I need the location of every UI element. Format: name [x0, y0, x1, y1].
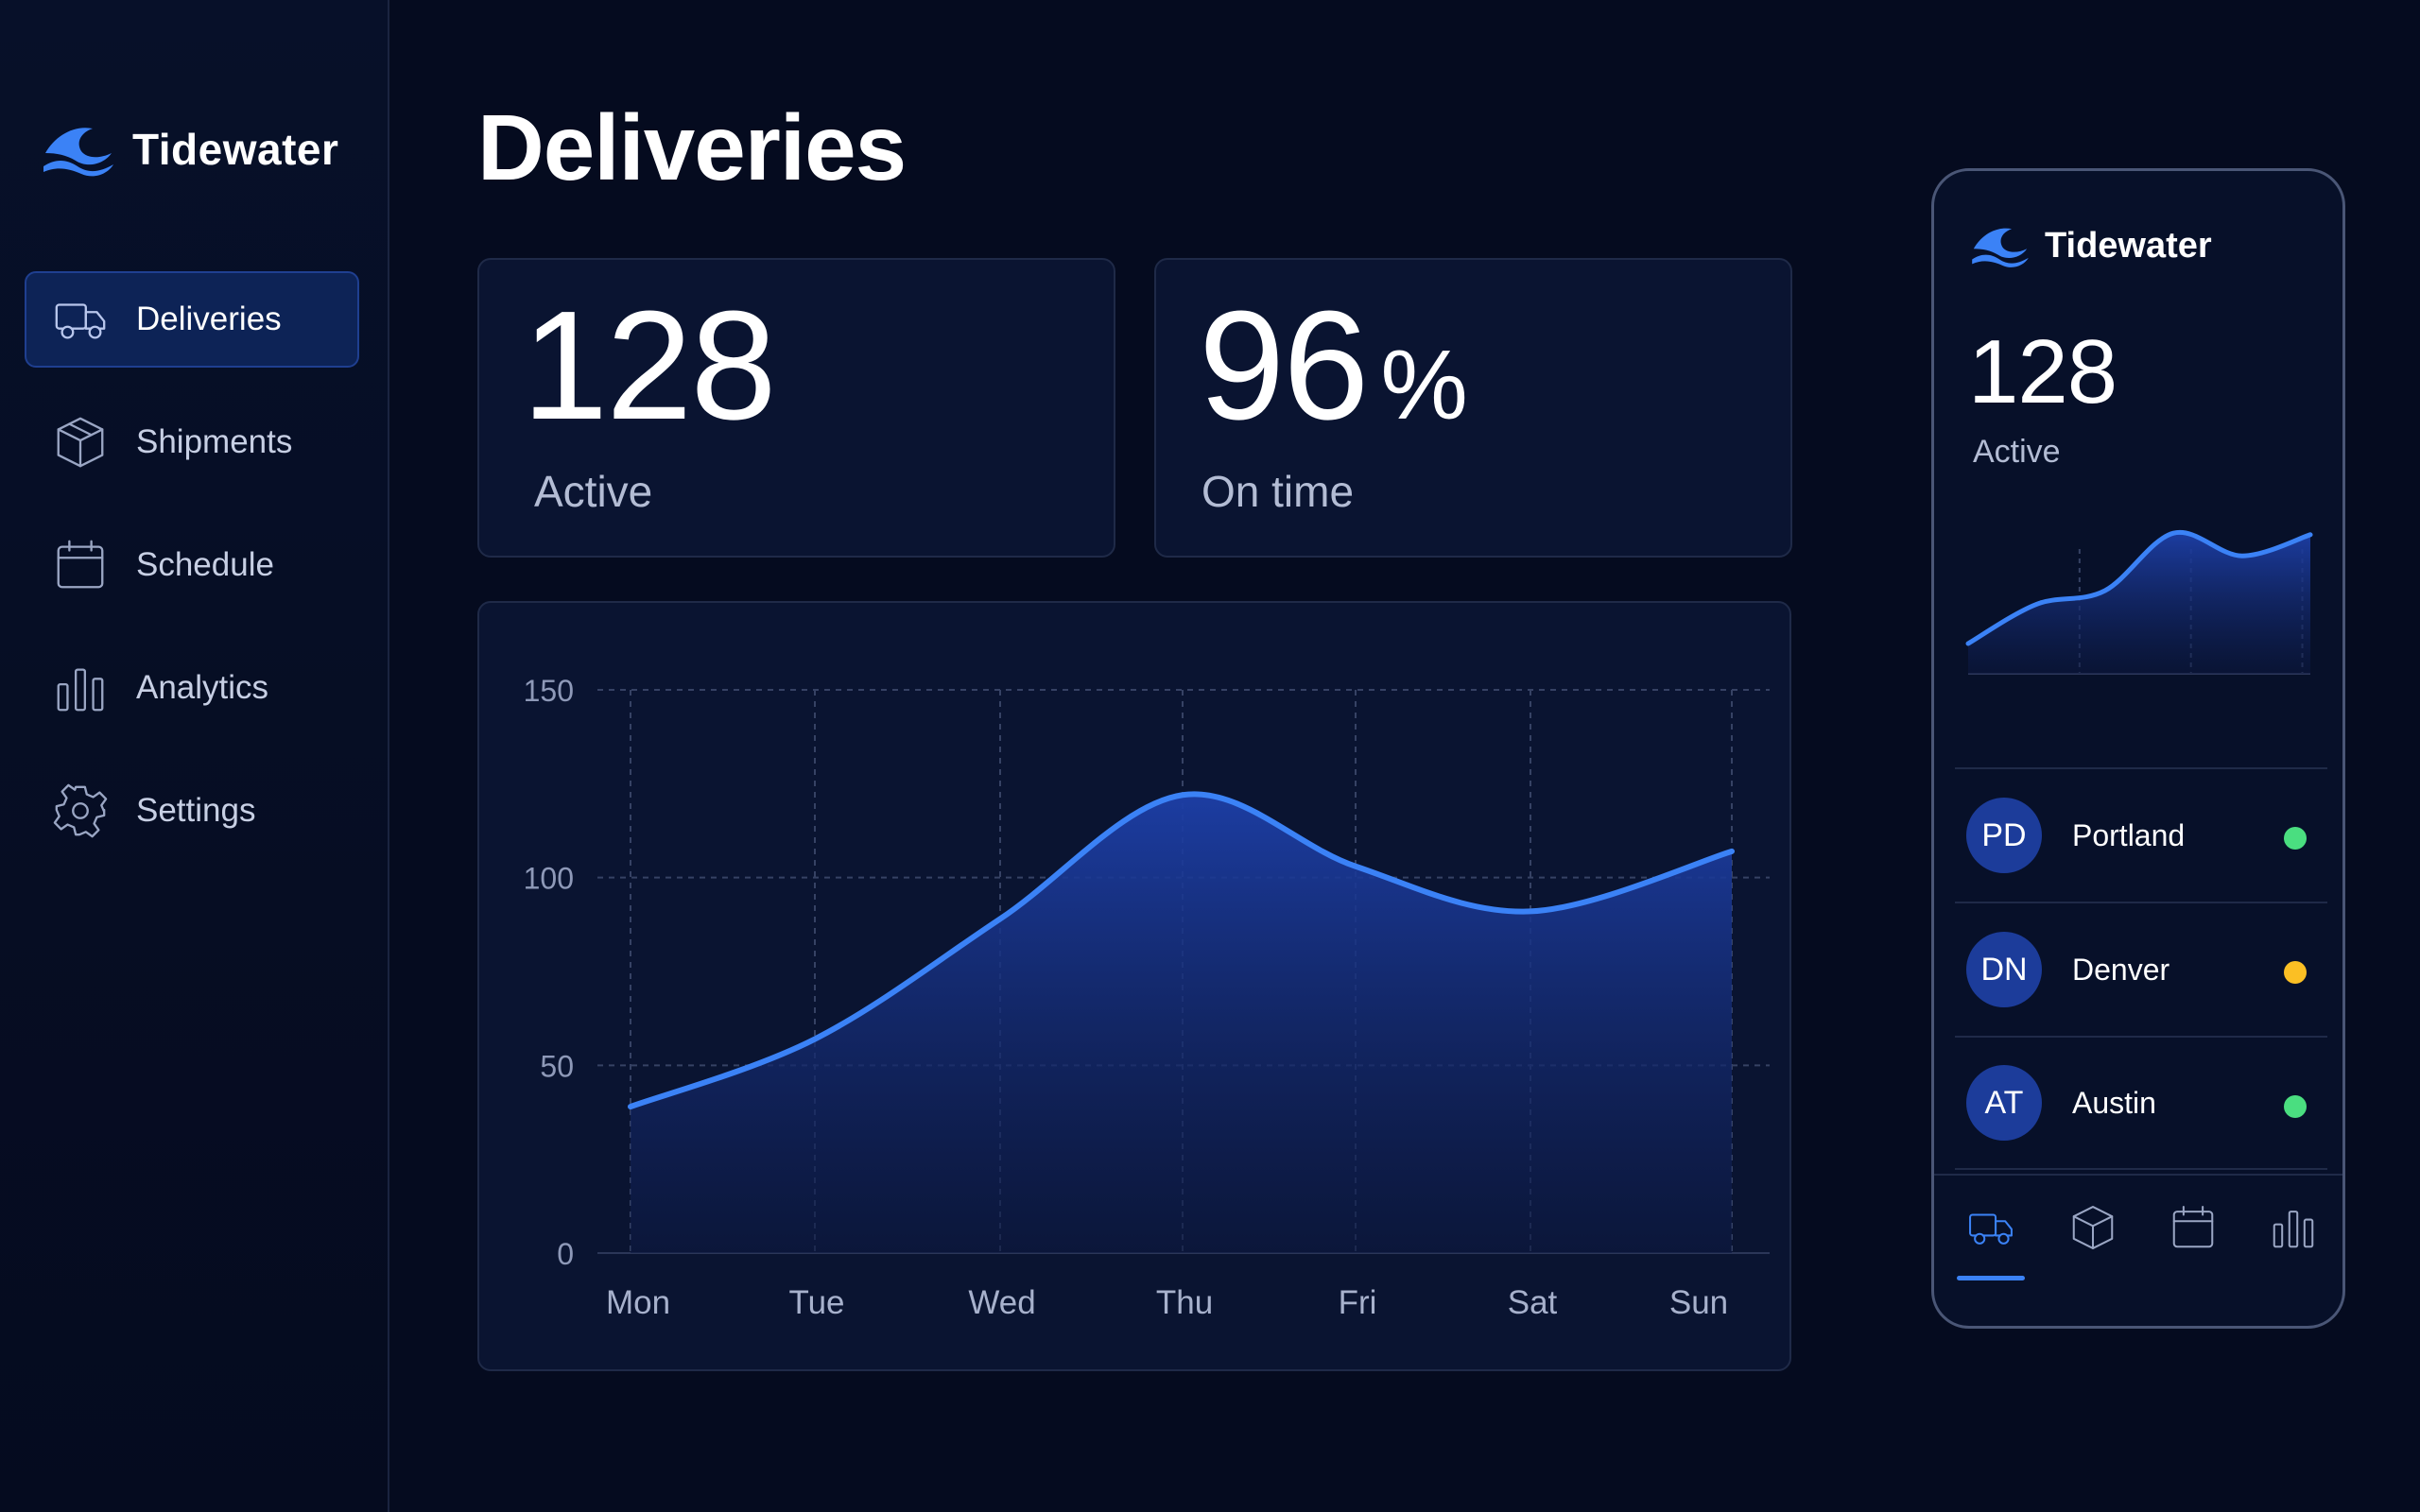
brand-name: Tidewater: [132, 125, 339, 174]
stat-card-active: 128 Active: [477, 258, 1115, 558]
x-tick-label: Sat: [1508, 1284, 1558, 1321]
sidebar-item-label: Deliveries: [136, 301, 282, 337]
sidebar: Tidewater Deliveries Shipments: [0, 0, 389, 1512]
spark-line: [1965, 529, 2313, 646]
city-name: Austin: [2072, 1085, 2156, 1120]
stat-caption: Active: [534, 467, 653, 516]
y-tick-label: 0: [557, 1237, 574, 1271]
avatar: DN: [1966, 932, 2042, 1007]
truck-icon: [55, 303, 106, 339]
y-tick-label: 150: [524, 674, 574, 708]
page-title: Deliveries: [477, 95, 907, 199]
stat-value: 128: [522, 288, 777, 443]
x-tick-label: Wed: [968, 1284, 1035, 1321]
city-name: Denver: [2072, 952, 2170, 987]
y-tick-label: 100: [524, 862, 574, 896]
wave-logo-icon: [1972, 228, 2029, 267]
sidebar-item-shipments[interactable]: Shipments: [25, 394, 359, 490]
stat-number: 128: [522, 279, 777, 452]
calendar-icon: [2172, 1206, 2214, 1248]
list-item[interactable]: PD Portland: [1955, 767, 2327, 902]
sidebar-item-label: Analytics: [136, 669, 269, 706]
mobile-stat-caption: Active: [1973, 434, 2061, 470]
x-tick-label: Tue: [788, 1284, 844, 1321]
tab-deliveries[interactable]: [1940, 1176, 2042, 1280]
brand[interactable]: Tidewater: [38, 115, 338, 183]
x-tick-label: Mon: [606, 1284, 670, 1321]
list-item[interactable]: DN Denver: [1955, 902, 2327, 1036]
status-dot: [2284, 1095, 2307, 1118]
area-chart: 0 50 100 150 Mon Tue Wed Thu Fri Sat Sun: [524, 674, 1770, 1321]
x-tick-label: Fri: [1339, 1284, 1377, 1321]
active-tab-indicator: [1957, 1276, 2025, 1280]
sidebar-item-settings[interactable]: Settings: [25, 763, 359, 859]
box-icon: [57, 417, 104, 468]
stat-number: 96: [1199, 279, 1369, 452]
bar-chart-icon: [57, 668, 104, 712]
box-icon: [2072, 1206, 2114, 1249]
location-list: PD Portland DN Denver AT Austin: [1955, 767, 2327, 1170]
brand-name: Tidewater: [2045, 225, 2212, 266]
x-tick-label: Sun: [1669, 1284, 1728, 1321]
status-dot: [2284, 961, 2307, 984]
avatar: AT: [1966, 1065, 2042, 1141]
x-tick-label: Thu: [1156, 1284, 1213, 1321]
sidebar-item-schedule[interactable]: Schedule: [25, 517, 359, 613]
deliveries-chart: 0 50 100 150 Mon Tue Wed Thu Fri Sat Sun: [477, 601, 1791, 1371]
y-tick-label: 50: [540, 1049, 574, 1083]
stat-card-on-time: 96% On time: [1154, 258, 1792, 558]
bar-chart-icon: [2273, 1211, 2314, 1248]
sidebar-item-label: Schedule: [136, 546, 274, 583]
mobile-tab-bar: [1934, 1174, 2342, 1326]
mobile-sparkline: [1965, 529, 2313, 675]
mobile-stat-value: 128: [1968, 321, 2118, 422]
sidebar-item-deliveries[interactable]: Deliveries: [25, 271, 359, 368]
wave-logo-icon: [43, 128, 113, 177]
calendar-icon: [57, 540, 104, 589]
list-item[interactable]: AT Austin: [1955, 1036, 2327, 1170]
tab-analytics[interactable]: [2242, 1176, 2342, 1280]
stat-unit: %: [1380, 331, 1467, 440]
sidebar-item-label: Settings: [136, 792, 256, 829]
city-name: Portland: [2072, 817, 2186, 852]
truck-icon: [1969, 1213, 2013, 1245]
sidebar-nav: Deliveries Shipments Schedule: [25, 271, 359, 885]
spark-area: [1968, 532, 2310, 674]
status-dot: [2284, 827, 2307, 850]
stat-caption: On time: [1201, 467, 1355, 516]
tab-shipments[interactable]: [2042, 1176, 2144, 1280]
area-fill: [631, 794, 1732, 1253]
stat-value: 96%: [1199, 288, 1468, 443]
avatar: PD: [1966, 798, 2042, 873]
mobile-preview: Tidewater 128 Active PD Portland DN Denv…: [1931, 168, 2345, 1329]
gear-icon: [53, 783, 108, 838]
sidebar-item-analytics[interactable]: Analytics: [25, 640, 359, 736]
mobile-brand[interactable]: Tidewater: [1967, 218, 2212, 273]
sidebar-item-label: Shipments: [136, 423, 293, 460]
tab-schedule[interactable]: [2142, 1176, 2244, 1280]
